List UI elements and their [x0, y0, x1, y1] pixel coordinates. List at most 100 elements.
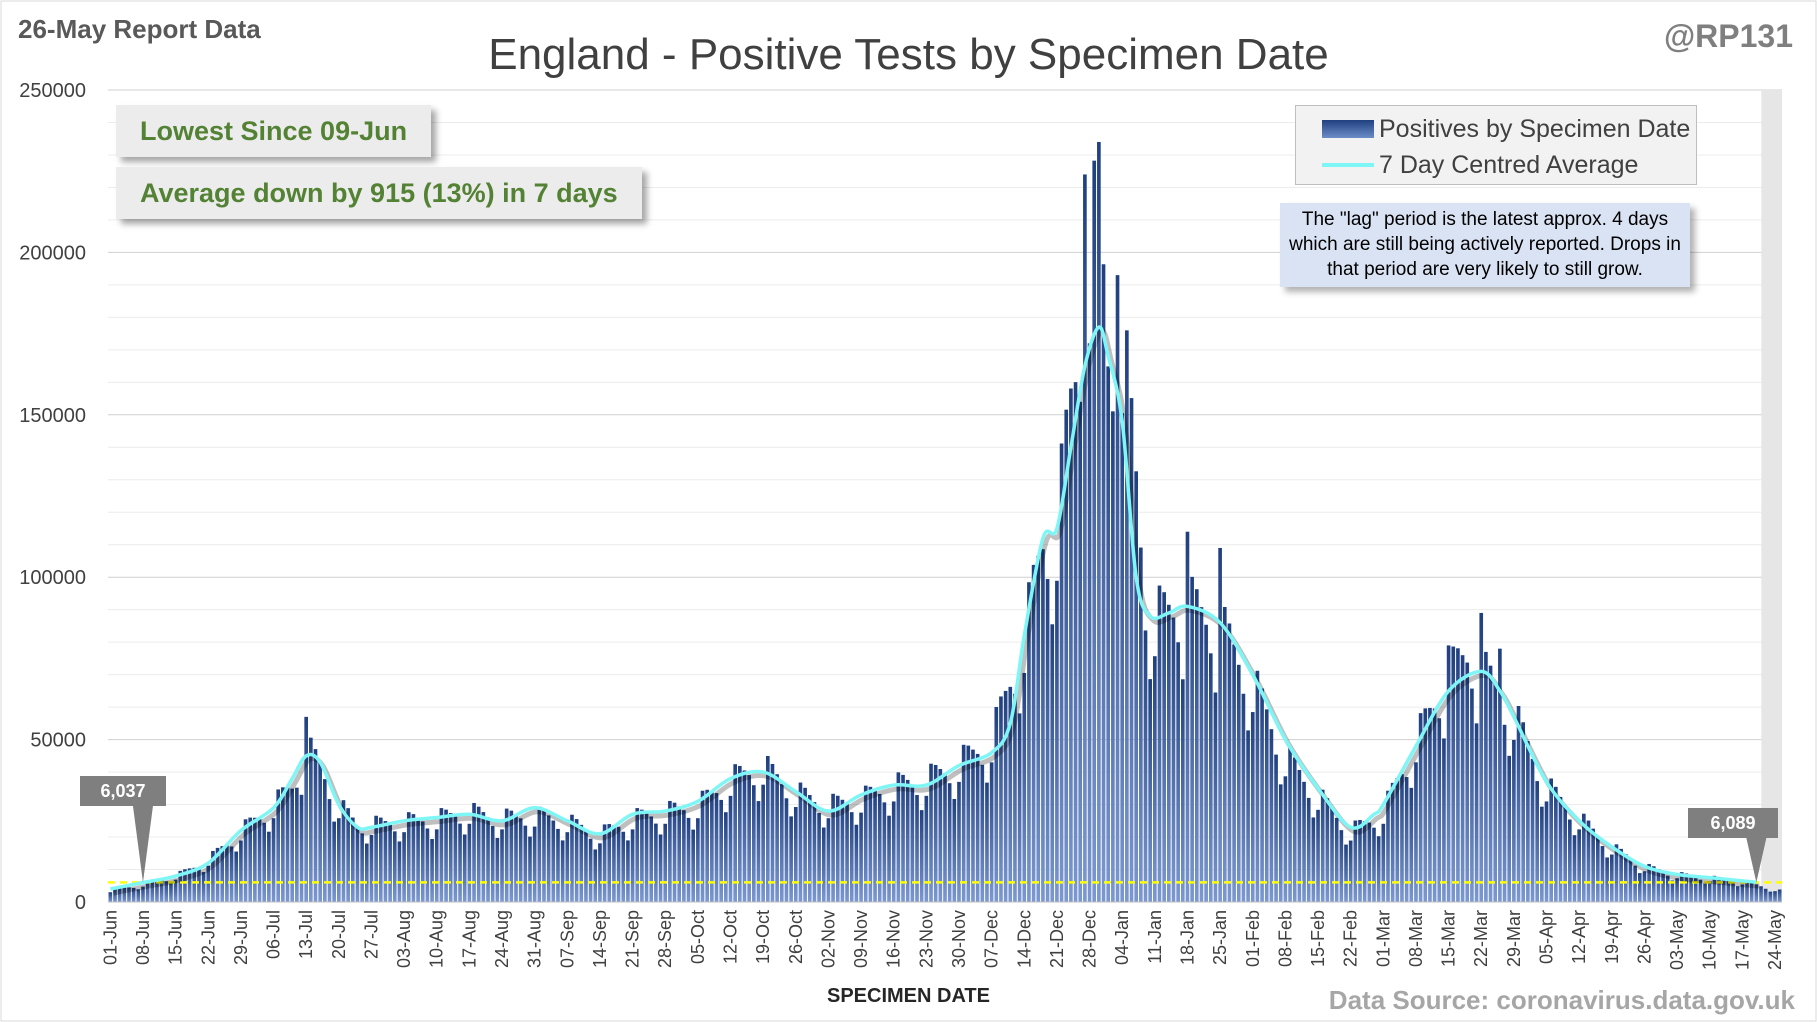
specimen-bar — [1325, 798, 1330, 902]
x-tick-label: 26-Apr — [1634, 910, 1654, 964]
x-tick-label: 22-Mar — [1471, 910, 1491, 967]
specimen-bar — [1521, 722, 1526, 902]
specimen-bar — [1358, 819, 1362, 902]
specimen-bar — [1367, 822, 1372, 902]
specimen-bar — [295, 787, 299, 902]
report-date-label: 26-May Report Data — [18, 14, 261, 44]
x-tick-label: 01-Mar — [1373, 910, 1393, 967]
specimen-bar — [411, 814, 416, 902]
chart-legend: Positives by Specimen Date 7 Day Centred… — [1295, 105, 1697, 185]
specimen-bar — [392, 831, 397, 902]
x-tick-label: 22-Jun — [198, 910, 218, 965]
specimen-bar — [924, 795, 929, 902]
x-tick-label: 12-Oct — [721, 910, 741, 964]
specimen-bar — [1642, 871, 1647, 902]
specimen-bar — [299, 794, 304, 902]
specimen-bar — [1735, 886, 1740, 902]
x-tick-label: 29-Mar — [1504, 910, 1524, 967]
specimen-bar — [574, 819, 579, 902]
specimen-bar — [835, 795, 840, 902]
specimen-bar — [523, 825, 528, 902]
specimen-bar — [1246, 730, 1250, 902]
specimen-bar — [626, 840, 630, 902]
x-tick-label: 19-Oct — [753, 910, 773, 964]
specimen-bar — [1302, 781, 1306, 902]
x-tick-label: 08-Mar — [1406, 910, 1426, 967]
specimen-bar — [845, 803, 849, 902]
specimen-bar — [1353, 820, 1358, 902]
specimen-bar — [486, 817, 490, 902]
specimen-bar — [476, 806, 481, 902]
specimen-bar — [1115, 275, 1120, 902]
average-change-callout: Average down by 915 (13%) in 7 days — [116, 167, 642, 219]
specimen-bar — [1050, 624, 1055, 902]
specimen-bar — [1348, 840, 1353, 902]
specimen-bar — [779, 784, 784, 902]
specimen-bar — [1628, 859, 1633, 902]
x-tick-label: 15-Feb — [1308, 910, 1328, 967]
lag-period-shading — [1761, 90, 1782, 902]
x-tick-label: 16-Nov — [884, 910, 904, 968]
specimen-bar — [504, 808, 509, 902]
specimen-bar — [798, 782, 803, 902]
specimen-bar — [1404, 777, 1409, 902]
specimen-bar — [1260, 688, 1264, 902]
specimen-bar — [1208, 653, 1213, 902]
specimen-bar — [1470, 688, 1474, 902]
specimen-bar — [985, 782, 989, 902]
specimen-bar — [159, 880, 164, 902]
specimen-bar — [1073, 382, 1078, 902]
specimen-bar — [1143, 630, 1148, 902]
author-handle: @RP131 — [1663, 18, 1793, 54]
specimen-bar — [593, 849, 598, 902]
specimen-bar — [807, 795, 812, 902]
specimen-bar — [1418, 713, 1423, 902]
specimen-bar — [1451, 646, 1456, 902]
specimen-bar — [672, 802, 677, 902]
specimen-bar — [1763, 888, 1768, 902]
x-tick-label: 24-Aug — [492, 910, 512, 968]
specimen-bar — [1031, 564, 1036, 902]
specimen-bar — [1512, 739, 1516, 902]
specimen-bar — [1591, 828, 1595, 902]
specimen-bar — [700, 790, 705, 902]
specimen-bar — [793, 807, 798, 902]
specimen-bar — [1218, 547, 1222, 902]
specimen-bar — [1759, 886, 1763, 902]
specimen-bar — [863, 785, 868, 902]
specimen-bar — [1437, 718, 1442, 902]
y-tick-label: 100000 — [19, 567, 86, 589]
specimen-bar — [696, 818, 700, 902]
specimen-bar — [891, 801, 896, 902]
specimen-bar — [975, 753, 980, 902]
specimen-bar — [877, 793, 882, 902]
specimen-bar — [1129, 398, 1134, 902]
specimen-bar — [131, 887, 136, 902]
specimen-bar — [229, 846, 234, 902]
specimen-bar — [1507, 755, 1512, 902]
specimen-bar — [901, 774, 905, 902]
specimen-bar — [1106, 366, 1111, 902]
x-tick-label: 17-Aug — [459, 910, 479, 968]
specimen-bar — [378, 817, 383, 902]
specimen-bar — [1684, 873, 1689, 902]
specimen-bar — [868, 786, 873, 902]
specimen-bar — [1176, 642, 1180, 902]
specimen-bar — [910, 784, 915, 902]
specimen-bar — [341, 800, 346, 902]
specimen-bar — [276, 789, 281, 902]
specimen-bar — [350, 817, 355, 902]
y-tick-label: 250000 — [19, 80, 86, 102]
specimen-bar — [705, 789, 710, 902]
specimen-bar — [285, 787, 290, 902]
specimen-bar — [1675, 878, 1679, 902]
specimen-bar — [1721, 878, 1726, 902]
specimen-bar — [1474, 723, 1479, 902]
x-tick-label: 25-Jan — [1210, 910, 1230, 965]
specimen-bar — [211, 850, 215, 902]
specimen-bar — [887, 815, 891, 902]
specimen-bar — [1027, 582, 1031, 902]
specimen-bar — [821, 827, 826, 902]
specimen-bar — [1446, 645, 1451, 902]
specimen-bar — [826, 818, 831, 902]
